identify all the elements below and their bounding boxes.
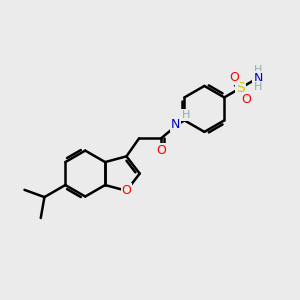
Text: O: O	[122, 184, 131, 197]
Text: H: H	[182, 110, 190, 120]
Text: N: N	[254, 72, 263, 85]
Text: O: O	[156, 144, 166, 157]
Text: O: O	[229, 71, 239, 84]
Text: N: N	[171, 118, 180, 130]
Text: O: O	[241, 92, 251, 106]
Text: H: H	[254, 65, 262, 76]
Text: H: H	[254, 82, 262, 92]
Text: S: S	[236, 81, 244, 95]
